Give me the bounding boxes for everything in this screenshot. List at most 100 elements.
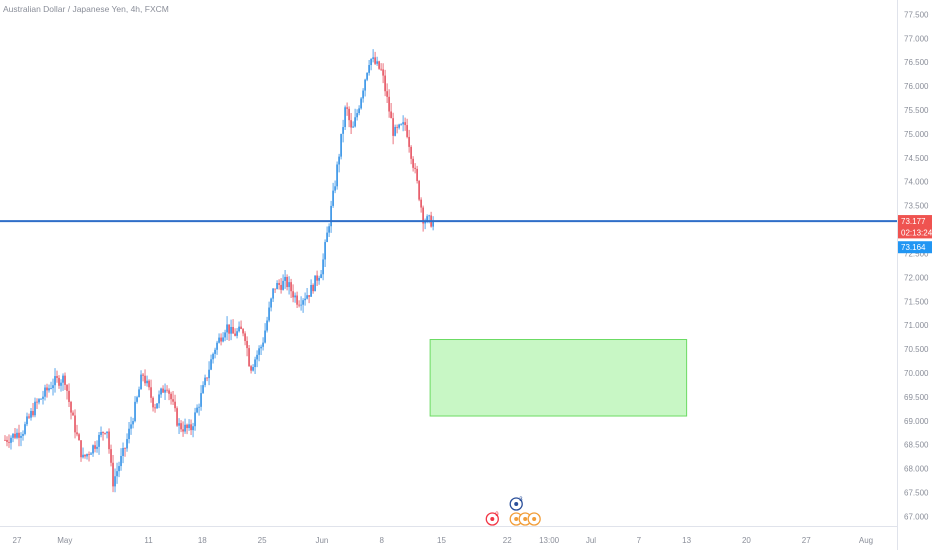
candle <box>344 105 346 131</box>
candle <box>82 447 84 459</box>
candle <box>192 422 194 438</box>
x-tick-label: 7 <box>637 536 642 545</box>
y-tick-label: 76.500 <box>904 58 929 67</box>
candle <box>66 384 68 400</box>
candle <box>48 384 50 393</box>
candle <box>4 435 6 442</box>
candle <box>278 279 280 290</box>
candle <box>210 354 212 371</box>
candle <box>46 383 48 398</box>
candle <box>292 284 294 303</box>
candle <box>400 123 402 126</box>
candle <box>240 320 242 330</box>
candle <box>20 432 22 447</box>
candle <box>432 216 434 231</box>
time-axis[interactable]: 27 May 11 18 25 Jun 8 15 22 13:00 Jul 7 13 20 27 Aug <box>13 536 874 545</box>
candle <box>50 381 52 390</box>
x-tick-label: 15 <box>437 536 446 545</box>
y-tick-label: 74.500 <box>904 154 929 163</box>
candle <box>144 369 146 386</box>
candle <box>364 78 366 97</box>
candle <box>42 390 44 405</box>
candle <box>220 333 222 346</box>
zones-layer <box>429 339 688 417</box>
target-zone[interactable] <box>429 339 688 417</box>
candle <box>6 436 8 447</box>
y-tick-label: 72.500 <box>904 249 929 258</box>
candle <box>196 404 198 414</box>
candle <box>338 153 340 173</box>
candle <box>250 364 252 374</box>
candle <box>290 278 292 299</box>
candle <box>392 112 394 145</box>
candle <box>394 124 396 137</box>
candle <box>376 56 378 66</box>
candle <box>92 444 94 457</box>
candle <box>242 327 244 337</box>
candle <box>310 279 312 297</box>
candle <box>128 421 130 444</box>
candle <box>202 381 204 394</box>
candle <box>162 385 164 393</box>
candle <box>88 451 90 462</box>
candle <box>418 179 420 202</box>
candle <box>180 420 182 433</box>
candle <box>398 123 400 130</box>
candle <box>108 428 110 454</box>
event-marker[interactable] <box>527 512 541 526</box>
candle <box>314 275 316 292</box>
candle <box>114 468 116 493</box>
candle <box>342 119 344 143</box>
candle <box>186 423 188 435</box>
price-tag-label: 73.177 <box>901 217 926 226</box>
candle <box>122 442 124 464</box>
candle <box>170 391 172 405</box>
event-marker[interactable]: 9 <box>485 512 499 526</box>
candle <box>52 378 54 396</box>
candle <box>40 398 42 400</box>
candle <box>372 49 374 63</box>
y-tick-label: 67.000 <box>904 512 929 521</box>
candle <box>142 373 144 382</box>
y-tick-label: 70.000 <box>904 369 929 378</box>
y-tick-label: 71.000 <box>904 321 929 330</box>
y-tick-label: 69.500 <box>904 393 929 402</box>
event-count: 3 <box>519 497 523 503</box>
candles-layer <box>4 49 434 493</box>
candle <box>174 394 176 412</box>
candle <box>396 124 398 134</box>
y-tick-label: 72.000 <box>904 273 929 282</box>
candle <box>166 385 168 393</box>
candle <box>204 374 206 388</box>
candle <box>184 418 186 434</box>
price-tag-label: 02:13:24 <box>901 228 932 237</box>
candle <box>14 427 16 440</box>
candle <box>106 431 108 439</box>
candle <box>30 407 32 421</box>
candle <box>430 211 432 228</box>
candle <box>356 109 358 121</box>
price-tag: 73.164 <box>898 241 932 254</box>
candle <box>140 370 142 390</box>
y-tick-label: 73.500 <box>904 202 929 211</box>
candle <box>120 448 122 471</box>
candle <box>200 385 202 411</box>
candle <box>214 347 216 359</box>
candle <box>282 274 284 291</box>
candle <box>118 461 120 478</box>
candle <box>330 200 332 233</box>
candle <box>104 432 106 435</box>
candle <box>44 384 46 401</box>
candle <box>84 454 86 459</box>
candle <box>90 452 92 455</box>
price-axis[interactable]: 77.500 77.000 76.500 76.000 75.500 75.000 74.5… <box>904 10 929 521</box>
candle <box>406 118 408 139</box>
x-tick-label: Jun <box>315 536 328 545</box>
candle <box>262 337 264 351</box>
price-tags: 73.177 02:13:24 73.164 <box>898 215 932 254</box>
x-tick-label: 11 <box>144 536 153 545</box>
candle <box>366 72 368 82</box>
event-marker[interactable]: 3 <box>509 497 523 511</box>
candle <box>328 223 330 237</box>
